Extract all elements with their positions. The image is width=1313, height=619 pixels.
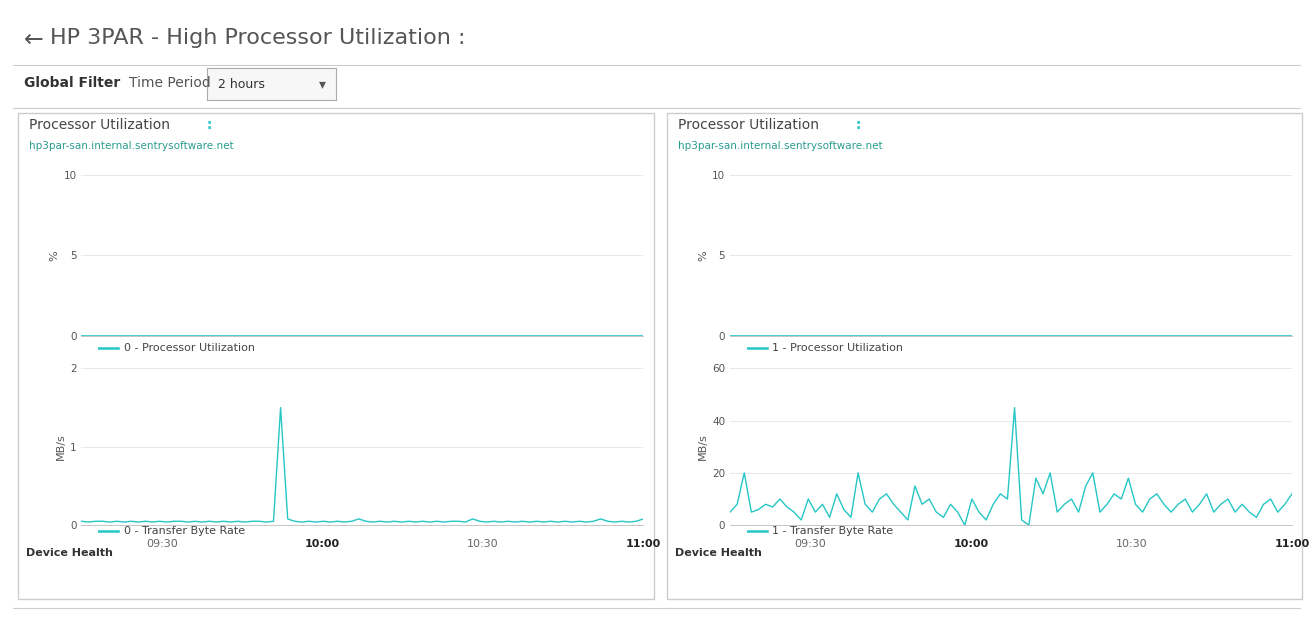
Text: 1 - Processor Utilization: 1 - Processor Utilization — [772, 343, 903, 353]
Text: Device Health: Device Health — [26, 548, 113, 558]
Text: HP 3PAR - High Processor Utilization :: HP 3PAR - High Processor Utilization : — [50, 28, 465, 48]
FancyBboxPatch shape — [18, 113, 654, 599]
Text: 0 - Processor Utilization: 0 - Processor Utilization — [123, 343, 255, 353]
Text: :: : — [851, 118, 861, 132]
Text: 0: 0 — [981, 571, 989, 584]
Text: 1 - Transfer Byte Rate: 1 - Transfer Byte Rate — [772, 526, 893, 537]
Text: 0 - Transfer Byte Rate: 0 - Transfer Byte Rate — [123, 526, 244, 537]
Text: 09:30: 09:30 — [794, 539, 826, 549]
Text: ?: ? — [1281, 26, 1289, 41]
Text: ←: ← — [24, 28, 43, 52]
Text: Processor Utilization: Processor Utilization — [29, 118, 169, 132]
Text: Processor Utilization: Processor Utilization — [678, 118, 818, 132]
Text: 11:00: 11:00 — [626, 539, 660, 549]
Text: 10:00: 10:00 — [305, 539, 340, 549]
Y-axis label: MB/s: MB/s — [699, 433, 708, 460]
Text: hp3par-san.internal.sentrysoftware.net: hp3par-san.internal.sentrysoftware.net — [678, 141, 882, 151]
Text: :: : — [202, 118, 213, 132]
Text: Device Health: Device Health — [675, 548, 762, 558]
Text: hp3par-san.internal.sentrysoftware.net: hp3par-san.internal.sentrysoftware.net — [29, 141, 234, 151]
Text: ▾: ▾ — [319, 77, 326, 91]
Text: 2 hours: 2 hours — [218, 77, 265, 91]
Text: Global Filter: Global Filter — [24, 76, 119, 90]
Y-axis label: %: % — [50, 250, 59, 261]
Text: 10:00: 10:00 — [953, 539, 989, 549]
Text: 09:30: 09:30 — [146, 539, 177, 549]
Text: 10:30: 10:30 — [467, 539, 499, 549]
Text: 10:30: 10:30 — [1116, 539, 1148, 549]
Y-axis label: %: % — [699, 250, 708, 261]
Text: 0: 0 — [332, 571, 340, 584]
Text: Time Period: Time Period — [129, 76, 210, 90]
Y-axis label: MB/s: MB/s — [55, 433, 66, 460]
Text: 11:00: 11:00 — [1275, 539, 1309, 549]
FancyBboxPatch shape — [667, 113, 1302, 599]
